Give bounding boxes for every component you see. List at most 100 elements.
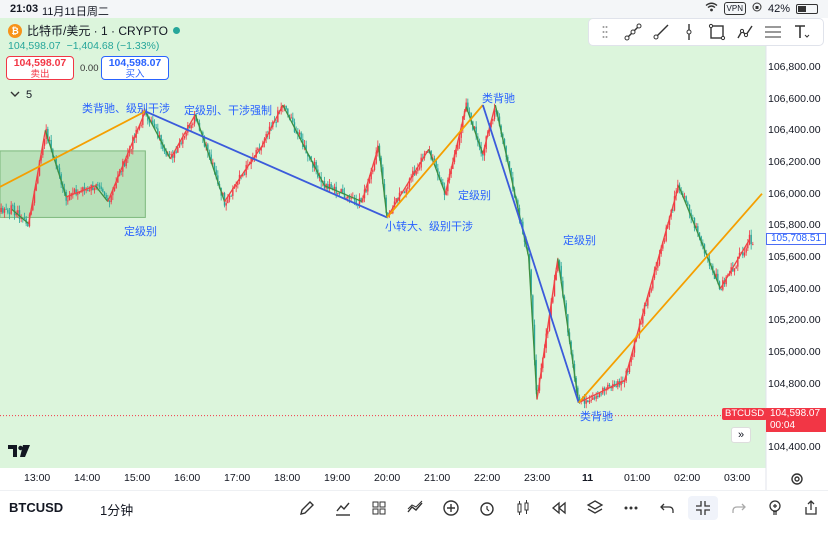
candle-body	[55, 158, 57, 166]
candle-body	[475, 126, 477, 137]
interval-selector[interactable]: 1分钟	[100, 503, 134, 518]
redo-icon[interactable]	[724, 496, 754, 520]
zigzag-segment[interactable]	[719, 239, 751, 289]
zigzag-segment[interactable]	[94, 185, 109, 202]
scroll-to-realtime-button[interactable]: »	[731, 427, 751, 443]
zigzag-segment[interactable]	[444, 106, 467, 194]
candle-body	[453, 154, 456, 163]
indicator-collapse[interactable]: 5	[10, 89, 32, 101]
layers-icon[interactable]	[580, 496, 610, 520]
trend-stroke-line[interactable]	[144, 110, 388, 219]
undo-icon[interactable]	[652, 496, 682, 520]
zigzag-segment[interactable]	[644, 185, 680, 305]
candle-body	[600, 393, 602, 395]
more-icon[interactable]	[616, 496, 646, 520]
zigzag-segment[interactable]	[169, 114, 196, 160]
zigzag-segment[interactable]	[361, 145, 380, 202]
chart-pane[interactable]	[0, 18, 828, 490]
candle-body	[588, 400, 591, 403]
alarm-icon[interactable]	[472, 496, 502, 520]
time-axis-tick: 13:00	[24, 472, 51, 484]
trend-stroke-line[interactable]	[577, 193, 763, 404]
compare-icon[interactable]	[400, 496, 430, 520]
zigzag-segment[interactable]	[557, 258, 580, 403]
candle-body	[437, 168, 439, 176]
zigzag-segment[interactable]	[623, 304, 646, 381]
fib-icon[interactable]	[763, 22, 783, 42]
zigzag-segment[interactable]	[428, 149, 446, 194]
indicators-icon[interactable]	[328, 496, 358, 520]
candle-body	[552, 296, 554, 303]
chevron-down-icon[interactable]	[10, 89, 20, 101]
candle-body	[257, 148, 259, 151]
text-icon[interactable]	[791, 22, 811, 42]
pencil-icon[interactable]	[292, 496, 322, 520]
candle-body	[140, 124, 142, 126]
drag-handle-icon[interactable]	[595, 22, 615, 42]
candle-body	[632, 352, 634, 357]
chart-canvas[interactable]	[0, 18, 828, 490]
zigzag-segment[interactable]	[678, 185, 721, 289]
zigzag-segment[interactable]	[528, 256, 538, 400]
trend-stroke-line[interactable]	[481, 104, 580, 403]
trend-line-icon[interactable]	[623, 22, 643, 42]
time-axis-tick: 03:00	[724, 472, 751, 484]
zigzag-segment[interactable]	[261, 104, 284, 147]
candle-type-icon[interactable]	[508, 496, 538, 520]
ray-icon[interactable]	[651, 22, 671, 42]
double-chevron-right-icon: »	[737, 429, 745, 441]
gear-icon[interactable]	[790, 472, 804, 491]
replay-icon[interactable]	[544, 496, 574, 520]
zigzag-segment[interactable]	[65, 185, 96, 198]
symbol-title[interactable]: 比特币/美元 · 1 · CRYPTO	[27, 24, 168, 38]
zigzag-segment[interactable]	[223, 169, 246, 202]
add-icon[interactable]	[436, 496, 466, 520]
candle-body	[175, 151, 177, 153]
candle-body	[190, 125, 192, 129]
zigzag-segment[interactable]	[282, 104, 326, 187]
candle-body	[97, 184, 99, 186]
trend-stroke-line[interactable]	[386, 104, 484, 219]
candle-body	[157, 128, 159, 138]
candle-body	[10, 205, 12, 214]
zigzag-segment[interactable]	[194, 114, 226, 202]
zigzag-segment[interactable]	[144, 111, 171, 160]
idea-icon[interactable]	[760, 496, 790, 520]
candle-body	[342, 189, 344, 193]
zigzag-segment[interactable]	[482, 104, 496, 155]
buy-button[interactable]: 104,598.07 买入	[101, 56, 169, 80]
zigzag-segment[interactable]	[28, 130, 46, 224]
candle-body	[457, 145, 459, 150]
range-zone[interactable]	[0, 150, 146, 218]
zigzag-segment[interactable]	[578, 379, 625, 404]
zigzag-segment[interactable]	[378, 146, 388, 218]
share-icon[interactable]	[796, 496, 826, 520]
zigzag-segment[interactable]	[536, 258, 559, 400]
fullscreen-exit-icon[interactable]	[688, 496, 718, 520]
symbol-header[interactable]: ₿ 比特币/美元 · 1 · CRYPTO	[8, 22, 180, 39]
vertical-line-icon[interactable]	[679, 22, 699, 42]
price-axis-tick: 106,800.00	[768, 61, 821, 73]
candle-body	[290, 117, 292, 119]
zigzag-segment[interactable]	[107, 111, 146, 202]
candle-body	[702, 242, 704, 245]
zigzag-segment[interactable]	[465, 106, 484, 155]
layout-grid-icon[interactable]	[364, 496, 394, 520]
sell-button[interactable]: 104,598.07 卖出	[6, 56, 74, 80]
candle-body	[742, 252, 744, 256]
trend-stroke-line[interactable]	[0, 110, 146, 193]
zigzag-segment[interactable]	[324, 185, 363, 203]
candle-body	[275, 122, 277, 123]
candle-body	[558, 260, 561, 266]
rectangle-icon[interactable]	[707, 22, 727, 42]
candle-body	[365, 189, 367, 192]
candle-body	[460, 128, 462, 138]
zigzag-segment[interactable]	[386, 148, 430, 218]
candle-body	[375, 152, 377, 164]
zigzag-segment[interactable]	[44, 130, 67, 198]
path-icon[interactable]	[735, 22, 755, 42]
candle-body	[83, 187, 86, 191]
candle-body	[215, 169, 217, 176]
symbol-selector[interactable]: BTCUSD	[9, 500, 64, 515]
zigzag-segment[interactable]	[11, 209, 30, 225]
